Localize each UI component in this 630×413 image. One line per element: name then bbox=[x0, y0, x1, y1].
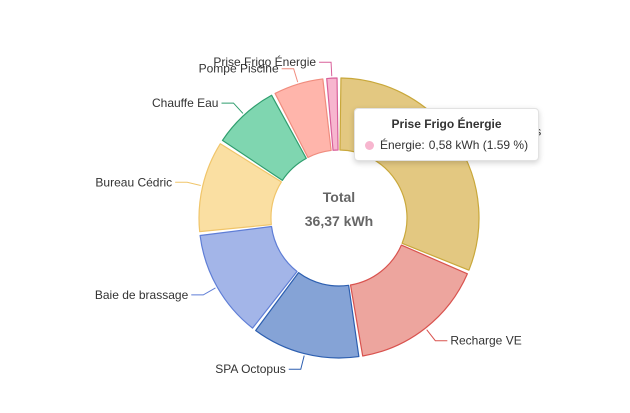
leader-line-prise-frigo-energie bbox=[319, 61, 333, 77]
leader-line-recharge-ve bbox=[426, 329, 448, 342]
leader-line-baie-de-brassage bbox=[191, 287, 216, 296]
slice-bureau-cedric[interactable] bbox=[198, 143, 282, 233]
center-total-value: 36,37 kWh bbox=[305, 213, 373, 229]
slice-label-pompe-piscine: Pompe Piscine bbox=[199, 62, 279, 76]
slice-multiprises[interactable] bbox=[339, 77, 480, 271]
leader-line-spa-octopus bbox=[288, 355, 305, 370]
slice-pompe-piscine[interactable] bbox=[274, 78, 332, 159]
slice-label-recharge-ve: Recharge VE bbox=[450, 334, 521, 348]
slice-label-prise-frigo-energie: Prise Frigo Énergie bbox=[213, 54, 316, 69]
slice-label-chauffe-eau: Chauffe Eau bbox=[152, 96, 219, 110]
slice-label-baie-de-brassage: Baie de brassage bbox=[95, 288, 189, 302]
slice-chauffe-eau[interactable] bbox=[221, 94, 307, 181]
slice-prise-frigo-energie[interactable] bbox=[326, 77, 339, 151]
slice-spa-octopus[interactable] bbox=[255, 272, 360, 359]
tooltip-row: Énergie: 0,58 kWh (1.59 %) bbox=[365, 138, 528, 152]
center-total-title: Total bbox=[323, 189, 355, 205]
slice-recharge-ve[interactable] bbox=[349, 244, 468, 357]
leader-line-chauffe-eau bbox=[221, 102, 244, 114]
tooltip-color-dot bbox=[365, 140, 374, 150]
leader-line-bureau-cedric bbox=[175, 181, 201, 186]
slice-label-bureau-cedric: Bureau Cédric bbox=[95, 175, 172, 189]
leader-line-pompe-piscine bbox=[281, 68, 299, 83]
tooltip-title: Prise Frigo Énergie bbox=[391, 117, 502, 131]
tooltip-value: 0,58 kWh (1.59 %) bbox=[428, 138, 529, 152]
tooltip: Prise Frigo Énergie Énergie: 0,58 kWh (1… bbox=[354, 108, 540, 161]
tooltip-series-label: Énergie: bbox=[380, 138, 425, 152]
slice-label-spa-octopus: SPA Octopus bbox=[215, 362, 285, 376]
slice-baie-de-brassage[interactable] bbox=[199, 225, 298, 329]
